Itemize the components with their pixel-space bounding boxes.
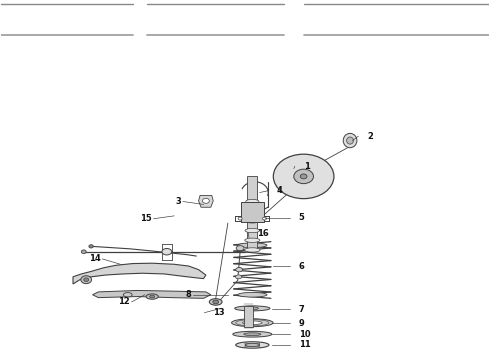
Ellipse shape bbox=[81, 276, 92, 284]
Text: 14: 14 bbox=[89, 255, 101, 264]
Ellipse shape bbox=[236, 342, 269, 348]
Ellipse shape bbox=[81, 250, 86, 253]
Ellipse shape bbox=[245, 343, 260, 347]
Text: 10: 10 bbox=[299, 330, 310, 339]
Ellipse shape bbox=[245, 228, 260, 233]
Ellipse shape bbox=[245, 248, 260, 252]
Text: 3: 3 bbox=[176, 197, 181, 206]
Text: 7: 7 bbox=[299, 305, 304, 314]
Polygon shape bbox=[247, 176, 257, 248]
Polygon shape bbox=[198, 195, 213, 207]
Ellipse shape bbox=[84, 278, 89, 282]
Ellipse shape bbox=[202, 198, 209, 203]
Text: 6: 6 bbox=[299, 262, 305, 271]
Ellipse shape bbox=[244, 333, 261, 336]
Ellipse shape bbox=[245, 209, 259, 213]
Ellipse shape bbox=[235, 306, 270, 311]
Ellipse shape bbox=[236, 267, 243, 272]
Ellipse shape bbox=[236, 275, 242, 279]
Text: 9: 9 bbox=[299, 319, 304, 328]
Ellipse shape bbox=[245, 238, 260, 242]
Ellipse shape bbox=[213, 300, 219, 304]
Polygon shape bbox=[73, 263, 206, 284]
Ellipse shape bbox=[150, 295, 155, 298]
Ellipse shape bbox=[246, 207, 259, 211]
Ellipse shape bbox=[162, 248, 172, 255]
Ellipse shape bbox=[245, 219, 259, 223]
Ellipse shape bbox=[89, 245, 93, 248]
Text: 11: 11 bbox=[299, 341, 311, 350]
Ellipse shape bbox=[245, 199, 259, 204]
Ellipse shape bbox=[209, 299, 222, 305]
Ellipse shape bbox=[243, 321, 262, 324]
Text: 16: 16 bbox=[257, 229, 269, 238]
Ellipse shape bbox=[346, 137, 353, 144]
Ellipse shape bbox=[294, 169, 314, 184]
Ellipse shape bbox=[238, 243, 267, 248]
Polygon shape bbox=[241, 202, 264, 222]
Ellipse shape bbox=[245, 346, 247, 347]
Text: 5: 5 bbox=[299, 213, 305, 222]
Polygon shape bbox=[93, 291, 211, 298]
Ellipse shape bbox=[300, 174, 307, 179]
Text: 1: 1 bbox=[304, 162, 310, 171]
Ellipse shape bbox=[236, 246, 244, 251]
Ellipse shape bbox=[123, 293, 132, 297]
Ellipse shape bbox=[232, 319, 273, 327]
Text: 12: 12 bbox=[119, 297, 130, 306]
Ellipse shape bbox=[146, 294, 158, 299]
Text: 15: 15 bbox=[141, 214, 152, 223]
Ellipse shape bbox=[257, 346, 260, 347]
Text: 2: 2 bbox=[367, 132, 373, 141]
Text: 13: 13 bbox=[213, 308, 225, 317]
Ellipse shape bbox=[238, 217, 242, 220]
Text: 4: 4 bbox=[277, 186, 283, 195]
Ellipse shape bbox=[245, 203, 260, 208]
Ellipse shape bbox=[257, 343, 260, 344]
Ellipse shape bbox=[343, 134, 357, 148]
Polygon shape bbox=[244, 306, 253, 327]
Ellipse shape bbox=[233, 331, 272, 337]
Text: 8: 8 bbox=[186, 290, 191, 299]
Ellipse shape bbox=[273, 154, 334, 199]
Ellipse shape bbox=[245, 343, 247, 344]
Ellipse shape bbox=[246, 307, 258, 310]
Ellipse shape bbox=[238, 292, 267, 297]
Ellipse shape bbox=[263, 217, 267, 220]
